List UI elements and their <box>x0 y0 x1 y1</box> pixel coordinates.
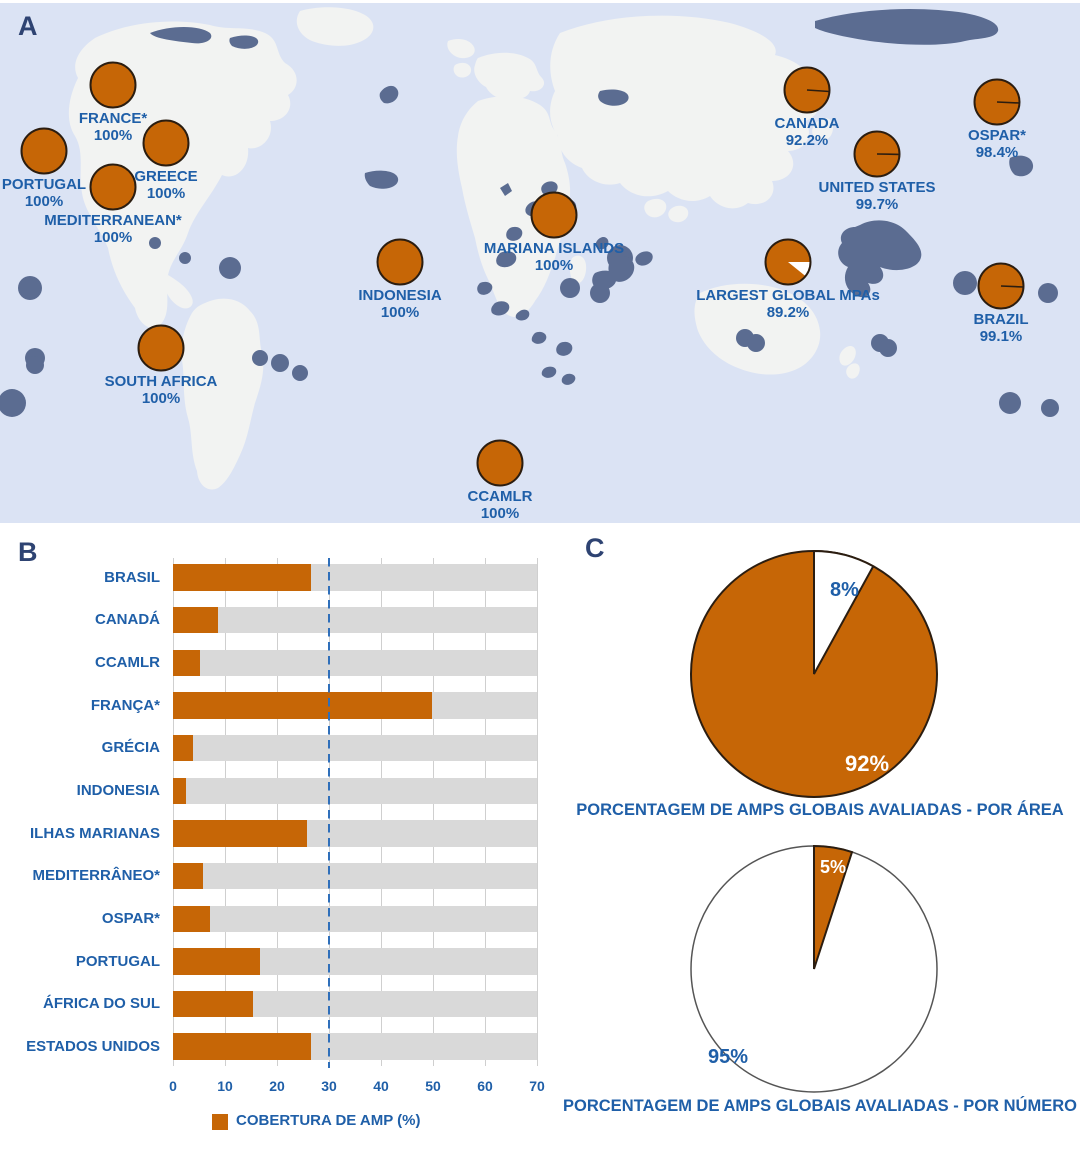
svg-text:95%: 95% <box>708 1046 748 1068</box>
svg-text:8%: 8% <box>830 579 859 601</box>
svg-text:92%: 92% <box>845 751 889 776</box>
svg-text:5%: 5% <box>820 857 846 877</box>
